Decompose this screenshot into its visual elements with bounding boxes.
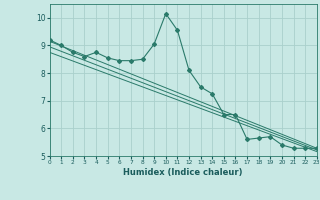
X-axis label: Humidex (Indice chaleur): Humidex (Indice chaleur) bbox=[124, 168, 243, 177]
